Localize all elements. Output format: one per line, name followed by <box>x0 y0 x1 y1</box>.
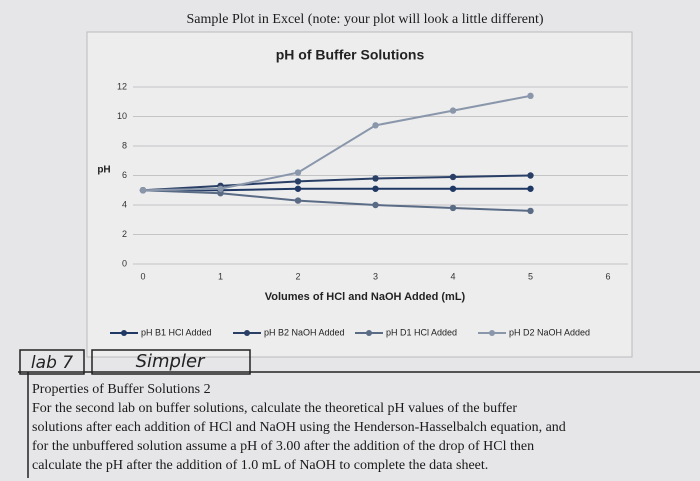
y-tick-label: 4 <box>122 199 127 209</box>
x-axis-label: Volumes of HCl and NaOH Added (mL) <box>265 291 466 303</box>
hand-box <box>19 349 85 375</box>
paragraph-line: calculate the pH after the addition of 1… <box>32 458 488 473</box>
paragraph-line: For the second lab on buffer solutions, … <box>32 401 517 416</box>
legend-marker <box>366 330 372 336</box>
series-line <box>143 187 531 192</box>
paragraph-line: solutions after each addition of HCl and… <box>32 420 566 435</box>
x-tick-label: 4 <box>450 271 455 281</box>
y-tick-label: 2 <box>122 229 127 239</box>
x-tick-label: 6 <box>605 271 610 281</box>
chart-title: pH of Buffer Solutions <box>276 47 425 63</box>
data-point <box>372 175 379 182</box>
data-point <box>449 185 457 192</box>
data-point <box>217 185 224 192</box>
y-tick-label: 12 <box>117 81 127 91</box>
x-tick-label: 5 <box>528 271 533 281</box>
legend-label: pH D1 HCl Added <box>386 327 457 337</box>
legend-label: pH D2 NaOH Added <box>509 327 590 337</box>
y-tick-label: 10 <box>117 111 127 121</box>
handwriting: lab 7 <box>31 353 73 373</box>
data-point <box>449 204 457 212</box>
y-tick-label: 6 <box>122 170 127 180</box>
series-line <box>142 189 531 212</box>
handwriting: Simpler <box>136 351 206 372</box>
paragraph: For the second lab on buffer solutions, … <box>32 401 566 473</box>
paragraph-line: for the unbuffered solution assume a pH … <box>32 439 534 454</box>
x-tick-label: 3 <box>373 271 378 281</box>
data-point <box>372 185 379 192</box>
data-point <box>449 107 457 114</box>
y-tick-label: 0 <box>122 258 127 268</box>
y-axis-label: pH <box>97 165 110 176</box>
data-point <box>294 185 302 192</box>
x-tick-label: 1 <box>218 271 223 281</box>
data-point <box>372 201 379 209</box>
series-line <box>142 94 531 192</box>
legend-marker <box>121 330 127 336</box>
series-line <box>142 174 531 192</box>
x-tick-label: 0 <box>140 271 145 281</box>
data-point <box>527 172 534 179</box>
data-point <box>294 169 302 176</box>
data-point <box>527 92 534 100</box>
data-point <box>294 197 302 204</box>
chart-box <box>86 31 633 358</box>
hand-box <box>91 349 251 375</box>
legend-label: pH B2 NaOH Added <box>264 327 345 337</box>
y-tick-label: 8 <box>122 140 127 150</box>
legend-marker <box>244 330 250 336</box>
data-point <box>372 122 379 129</box>
data-point <box>217 190 224 197</box>
data-point <box>449 173 457 181</box>
data-point <box>139 187 147 194</box>
data-point <box>527 185 534 192</box>
legend-label: pH B1 HCl Added <box>141 327 212 337</box>
data-point <box>527 207 534 215</box>
data-point <box>294 178 302 185</box>
x-tick-label: 2 <box>295 271 300 281</box>
heading: Properties of Buffer Solutions 2 <box>32 382 211 397</box>
caption: Sample Plot in Excel (note: your plot wi… <box>186 12 543 27</box>
legend-marker <box>489 330 495 336</box>
